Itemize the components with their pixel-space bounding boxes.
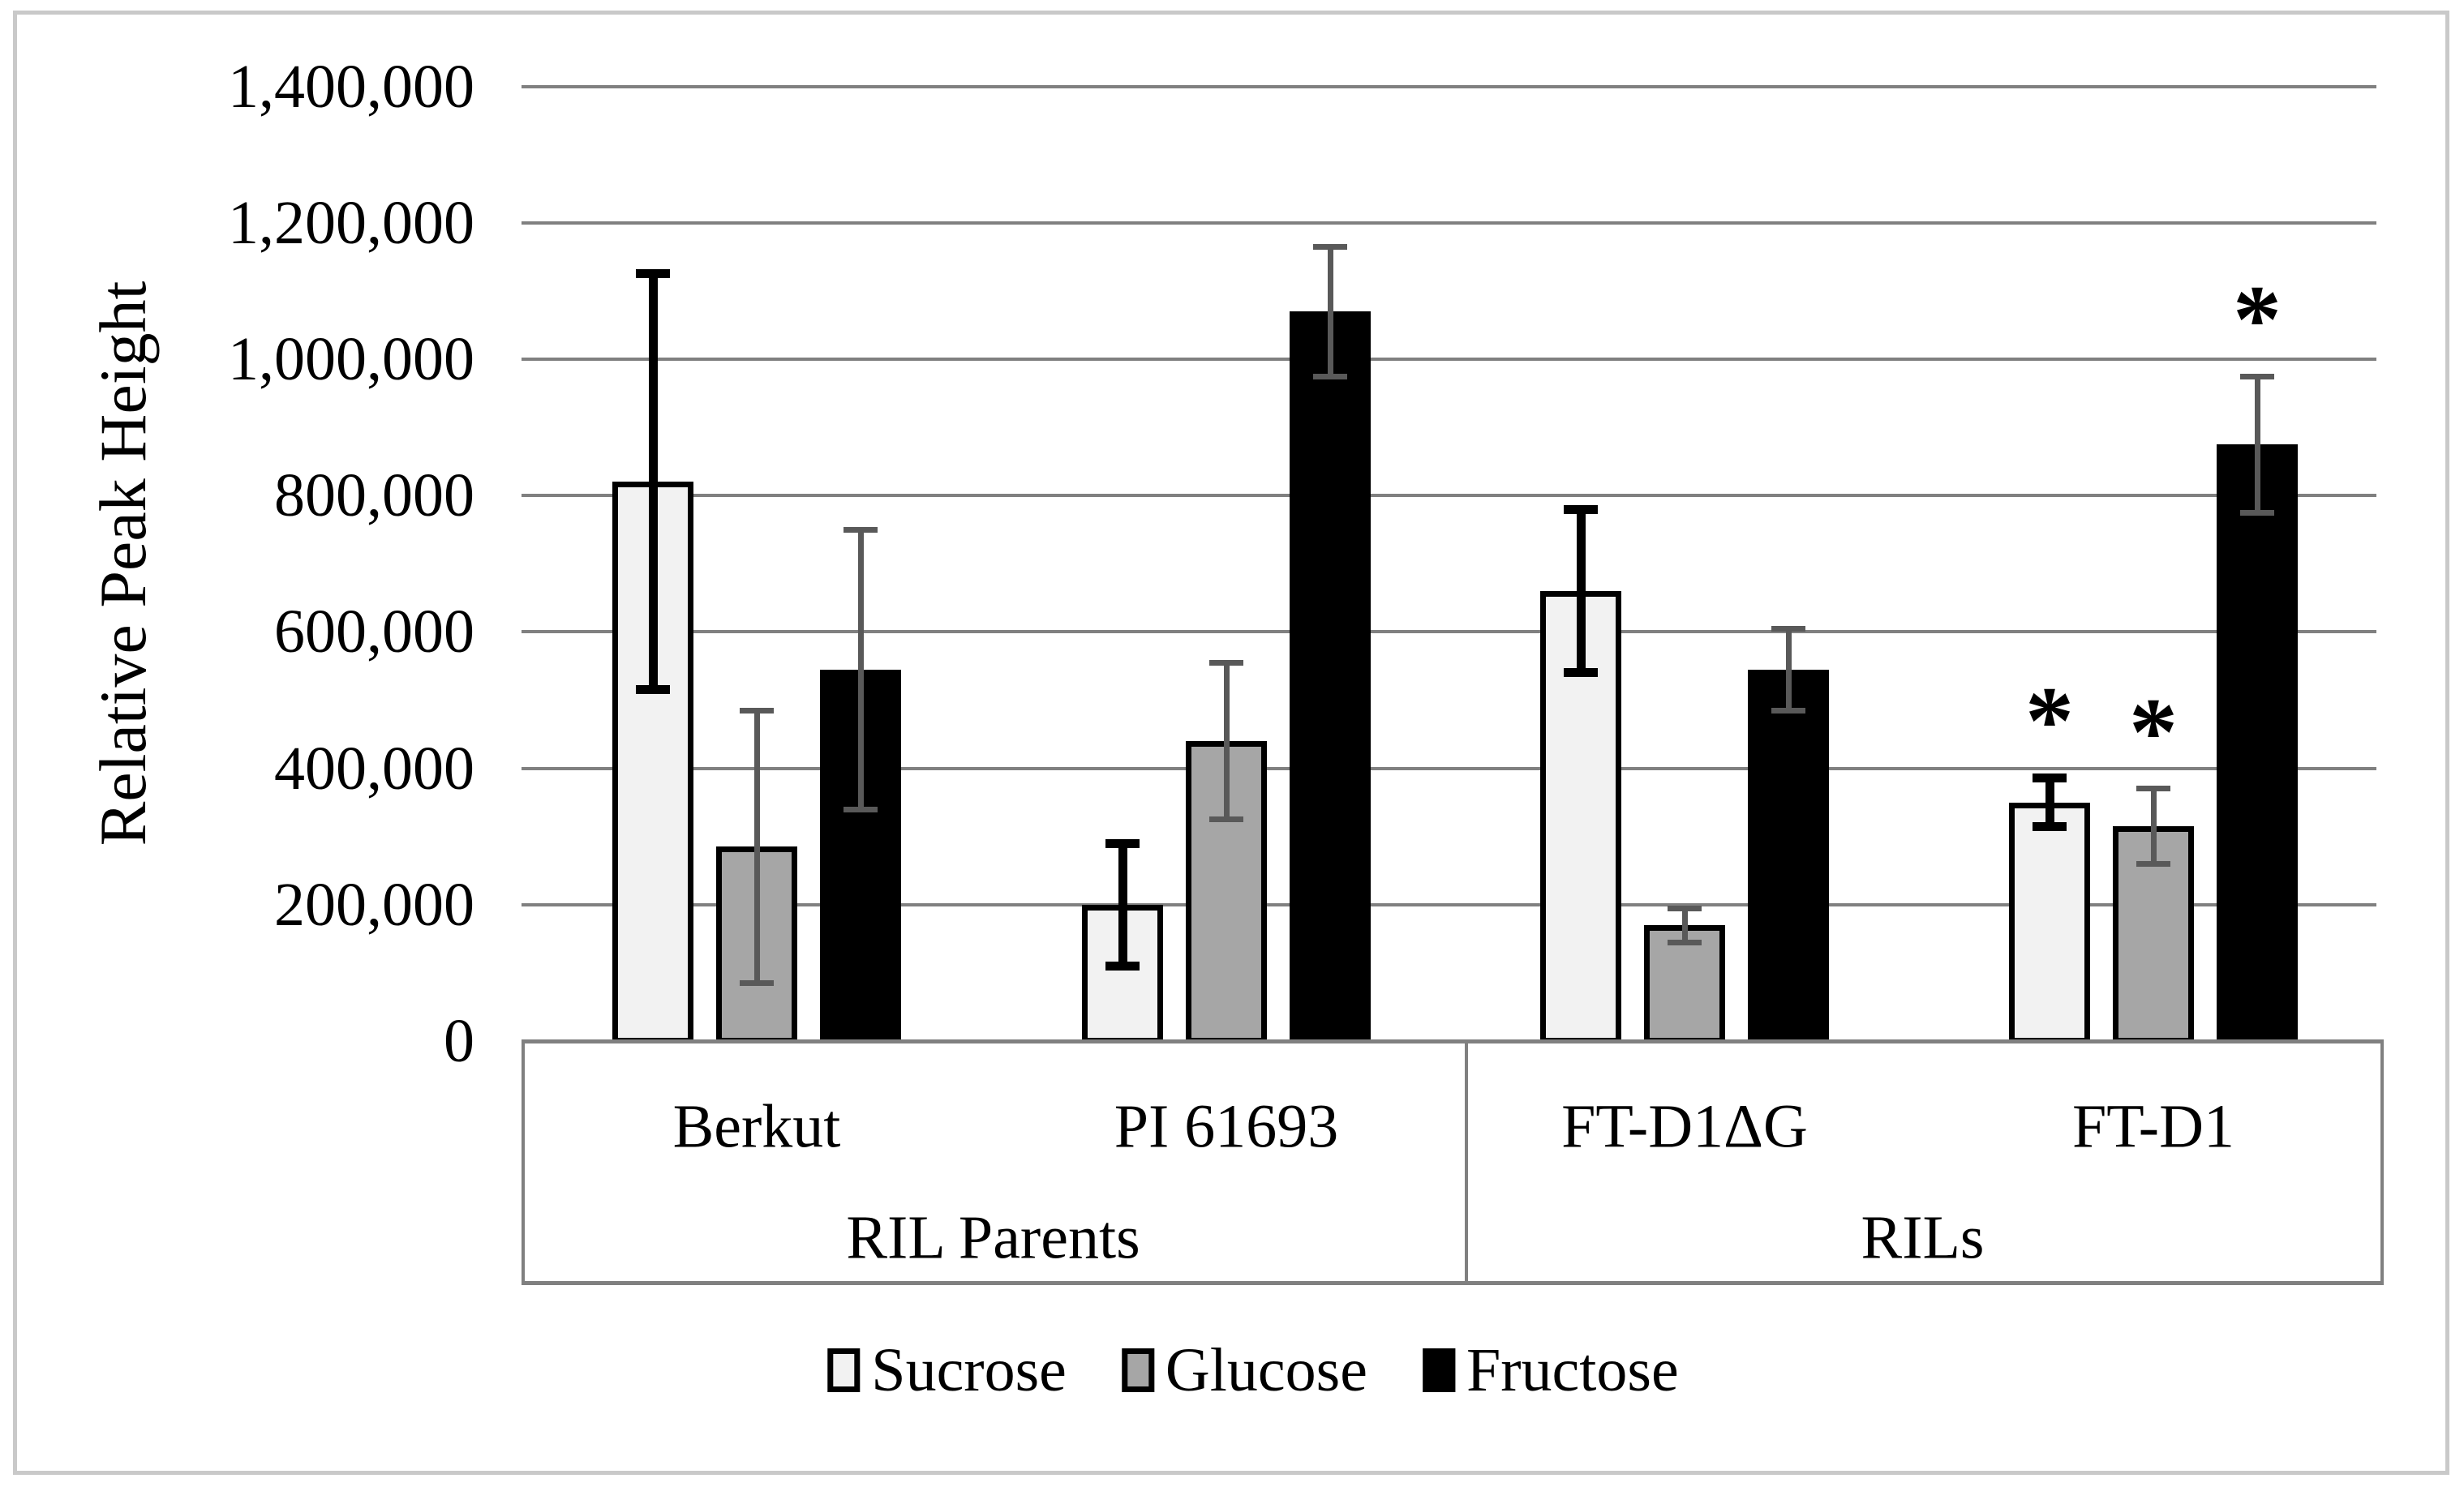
gridline	[522, 630, 2376, 634]
error-bar-cap-bottom	[1564, 668, 1598, 678]
category-box-bottom-border	[522, 1281, 2384, 1285]
legend-label: Sucrose	[871, 1336, 1067, 1404]
bar-fructose-ft-d1δg	[1748, 669, 1829, 1043]
error-bar-cap-top	[1564, 504, 1598, 514]
category-label: PI 61693	[1114, 1092, 1339, 1161]
category-box-right-border	[2380, 1041, 2384, 1281]
y-tick-label: 200,000	[274, 870, 474, 939]
error-bar-cap-top	[1313, 243, 1347, 250]
legend-item-glucose: Glucose	[1121, 1336, 1367, 1404]
error-bar	[2045, 778, 2054, 827]
legend-label: Fructose	[1466, 1336, 1679, 1404]
legend-swatch-sucrose	[827, 1348, 861, 1392]
error-bar	[1223, 662, 1230, 820]
significance-asterisk: *	[2129, 677, 2178, 786]
y-tick-label: 1,400,000	[228, 52, 474, 121]
error-bar-cap-top	[1105, 838, 1140, 848]
error-bar-cap-bottom	[1209, 816, 1243, 823]
error-bar	[1681, 908, 1688, 943]
error-bar-cap-bottom	[1771, 707, 1805, 714]
y-tick-label: 1,000,000	[228, 325, 474, 393]
error-bar	[753, 710, 760, 983]
gridline	[522, 221, 2376, 225]
gridline	[522, 494, 2376, 498]
error-bar-cap-top	[1209, 659, 1243, 666]
y-tick-label: 1,200,000	[228, 188, 474, 257]
error-bar-cap-top	[1668, 905, 1702, 911]
category-group-label: RIL Parents	[846, 1203, 1140, 1272]
category-label: Berkut	[672, 1092, 841, 1161]
y-tick-label: 400,000	[274, 734, 474, 803]
bar-fructose-ft-d1	[2217, 444, 2298, 1043]
gridline	[522, 902, 2376, 906]
legend: Sucrose Glucose Fructose	[827, 1336, 1679, 1404]
error-bar	[1785, 628, 1792, 711]
significance-asterisk: *	[2025, 666, 2074, 775]
category-group-label: RILs	[1861, 1203, 1985, 1272]
error-bar	[1327, 246, 1333, 377]
error-bar-cap-bottom	[2136, 860, 2170, 867]
error-bar-cap-bottom	[2240, 509, 2274, 516]
error-bar	[648, 273, 658, 690]
legend-label: Glucose	[1165, 1336, 1367, 1404]
legend-swatch-fructose	[1422, 1348, 1455, 1392]
gridline	[522, 84, 2376, 88]
figure-border	[13, 11, 2449, 1475]
legend-swatch-glucose	[1121, 1348, 1154, 1392]
significance-asterisk: *	[2233, 265, 2282, 374]
error-bar-cap-top	[2136, 786, 2170, 792]
error-bar	[2150, 788, 2157, 864]
x-axis-line	[522, 1039, 2384, 1043]
error-bar	[1576, 509, 1586, 673]
error-bar-cap-bottom	[844, 806, 878, 812]
error-bar-cap-top	[2033, 773, 2067, 782]
error-bar-cap-bottom	[1668, 939, 1702, 945]
error-bar-cap-bottom	[636, 685, 670, 695]
error-bar-cap-top	[740, 707, 774, 714]
gridline	[522, 766, 2376, 770]
category-box-left-border	[522, 1041, 525, 1281]
bar-sucrose-ft-d1	[2009, 802, 2090, 1043]
error-bar-cap-bottom	[1313, 373, 1347, 379]
category-label: FT-D1	[2072, 1092, 2234, 1161]
error-bar-cap-bottom	[2033, 822, 2067, 832]
y-tick-label: 800,000	[274, 461, 474, 530]
error-bar-cap-top	[2240, 373, 2274, 379]
error-bar	[857, 529, 864, 810]
error-bar-cap-top	[636, 269, 670, 279]
error-bar-cap-top	[1771, 625, 1805, 632]
gridline	[522, 358, 2376, 361]
error-bar-cap-bottom	[1105, 961, 1140, 971]
error-bar	[1118, 843, 1127, 966]
error-bar-cap-bottom	[740, 980, 774, 986]
y-tick-label: 0	[444, 1007, 474, 1075]
error-bar	[2254, 376, 2260, 513]
legend-item-sucrose: Sucrose	[827, 1339, 1067, 1401]
category-label: FT-D1ΔG	[1561, 1092, 1808, 1161]
y-tick-label: 600,000	[274, 598, 474, 666]
category-box-divider	[1465, 1041, 1468, 1281]
bar-fructose-pi 61693	[1290, 311, 1371, 1043]
error-bar-cap-top	[844, 526, 878, 533]
legend-item-fructose: Fructose	[1422, 1336, 1679, 1404]
